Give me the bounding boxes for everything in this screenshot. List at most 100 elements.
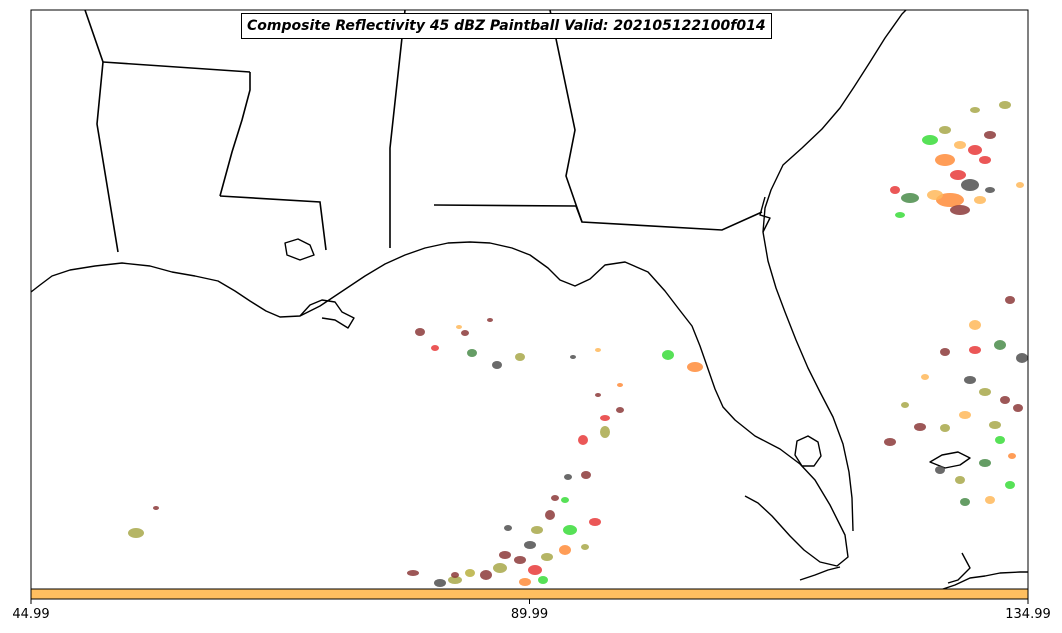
reflectivity-cell [589, 518, 601, 526]
reflectivity-cell [519, 578, 531, 586]
reflectivity-cell [939, 126, 951, 134]
reflectivity-cell [979, 388, 991, 396]
reflectivity-cell [1005, 481, 1015, 489]
reflectivity-cell [970, 107, 980, 113]
reflectivity-cell [564, 474, 572, 480]
reflectivity-cell [461, 330, 469, 336]
reflectivity-cell [480, 570, 492, 580]
reflectivity-cell [528, 565, 542, 575]
state-borders [84, 9, 763, 253]
texas-louisiana-border [84, 9, 119, 253]
florida-keys [799, 566, 841, 581]
atlantic-coastline-north [759, 196, 771, 233]
reflectivity-cell [940, 348, 950, 356]
reflectivity-cell [467, 349, 477, 357]
reflectivity-cell [921, 374, 929, 380]
reflectivity-cell [979, 156, 991, 164]
reflectivity-cell [538, 576, 548, 584]
gulf-coastline-west [30, 241, 849, 567]
reflectivity-cell [901, 402, 909, 408]
reflectivity-cell [570, 355, 576, 359]
mississippi-river-border [219, 72, 251, 197]
reflectivity-cell [451, 572, 459, 578]
reflectivity-cell [995, 436, 1005, 444]
reflectivity-cell [961, 179, 979, 191]
reflectivity-cell [515, 353, 525, 361]
reflectivity-cell [954, 141, 966, 149]
reflectivity-cell [581, 544, 589, 550]
reflectivity-cell [687, 362, 703, 372]
reflectivity-cell [922, 135, 938, 145]
reflectivity-cell [524, 541, 536, 549]
reflectivity-cell [128, 528, 144, 538]
reflectivity-cell [415, 328, 425, 336]
reflectivity-cells [128, 101, 1028, 587]
bahamas-1 [929, 451, 971, 469]
reflectivity-cell [561, 497, 569, 503]
reflectivity-cell [1000, 396, 1010, 404]
map-area [31, 10, 1028, 590]
florida-north-border [433, 204, 763, 231]
reflectivity-cell [600, 415, 610, 421]
reflectivity-cell [1016, 353, 1028, 363]
reflectivity-cell [153, 506, 159, 510]
reflectivity-cell [499, 551, 511, 559]
reflectivity-cell [456, 325, 462, 329]
reflectivity-cell [927, 190, 943, 200]
reflectivity-cell [448, 576, 462, 584]
reflectivity-cell [940, 424, 950, 432]
reflectivity-cell [662, 350, 674, 360]
reflectivity-cell [950, 170, 966, 180]
colorbar [30, 588, 1029, 600]
reflectivity-cell [487, 318, 493, 322]
reflectivity-cell [895, 212, 905, 218]
reflectivity-cell [551, 495, 559, 501]
reflectivity-cell [595, 348, 601, 352]
colorbar-tick-label-mid: 89.99 [510, 607, 549, 622]
reflectivity-cell [531, 526, 543, 534]
reflectivity-cell [1008, 453, 1016, 459]
reflectivity-cell [504, 525, 512, 531]
reflectivity-cell [559, 545, 571, 555]
reflectivity-cell [914, 423, 926, 431]
colorbar-tick-label-max: 134.99 [1005, 607, 1051, 622]
reflectivity-cell [994, 340, 1006, 350]
reflectivity-cell [465, 569, 475, 577]
louisiana-delta [299, 299, 355, 329]
reflectivity-cell [979, 459, 991, 467]
reflectivity-cell [969, 346, 981, 354]
reflectivity-cell [989, 421, 1001, 429]
reflectivity-cell [1013, 404, 1023, 412]
alabama-georgia-border [549, 9, 583, 223]
cuba-coast [939, 571, 1028, 591]
reflectivity-cell [616, 407, 624, 413]
reflectivity-cell [600, 426, 610, 438]
reflectivity-cell [492, 361, 502, 369]
reflectivity-cell [955, 476, 965, 484]
reflectivity-cell [935, 466, 945, 474]
mississippi-alabama-border [389, 9, 406, 248]
reflectivity-cell [984, 131, 996, 139]
reflectivity-cell [617, 383, 623, 387]
reflectivity-cell [985, 496, 995, 504]
reflectivity-cell [936, 193, 964, 207]
reflectivity-cell [407, 570, 419, 576]
reflectivity-cell [578, 435, 588, 445]
lake-okeechobee [794, 435, 822, 467]
bahamas-2 [947, 552, 971, 584]
reflectivity-cell [595, 393, 601, 397]
reflectivity-cell [541, 553, 553, 561]
lake-pontchartrain [284, 238, 315, 261]
reflectivity-cell [999, 101, 1011, 109]
reflectivity-cell [968, 145, 982, 155]
reflectivity-cell [1016, 182, 1024, 188]
coastlines [30, 9, 1028, 591]
reflectivity-cell [960, 498, 970, 506]
reflectivity-cell [959, 411, 971, 419]
reflectivity-cell [514, 556, 526, 564]
louisiana-mississippi-border [219, 195, 327, 251]
map-title: Composite Reflectivity 45 dBZ Paintball … [241, 13, 772, 39]
reflectivity-cell [964, 376, 976, 384]
reflectivity-cell [890, 186, 900, 194]
